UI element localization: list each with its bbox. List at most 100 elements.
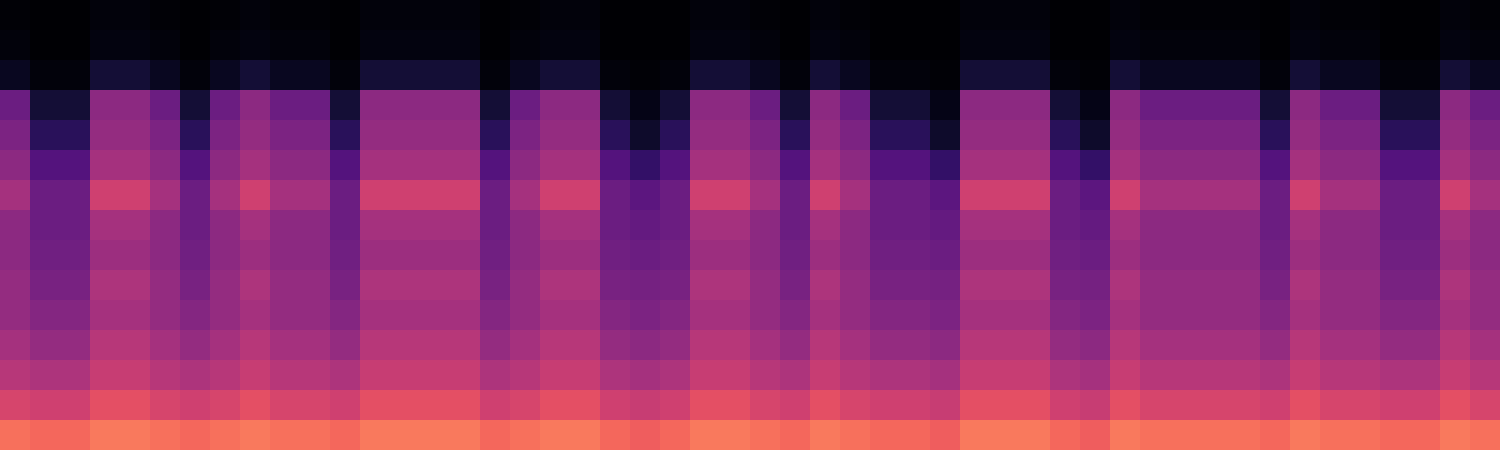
heatmap-cell (180, 420, 211, 450)
heatmap-cell (150, 420, 181, 450)
heatmap-cell (360, 390, 391, 421)
heatmap-cell (1140, 270, 1171, 301)
heatmap-cell (660, 30, 691, 61)
heatmap-cell (570, 180, 601, 211)
heatmap-cell (810, 390, 841, 421)
heatmap-cell (1260, 420, 1291, 450)
heatmap-cell (900, 60, 931, 91)
heatmap-cell (420, 120, 451, 151)
heatmap-cell (1170, 420, 1201, 450)
heatmap-cell (630, 300, 661, 331)
heatmap-cell (1440, 360, 1471, 391)
heatmap-cell (0, 180, 31, 211)
heatmap-cell (750, 330, 781, 361)
heatmap-cell (1260, 150, 1291, 181)
heatmap-cell (570, 120, 601, 151)
heatmap-cell (630, 120, 661, 151)
heatmap-cell (540, 90, 571, 121)
heatmap-cell (990, 150, 1021, 181)
heatmap-cell (60, 390, 91, 421)
heatmap-cell (1050, 180, 1081, 211)
heatmap-cell (930, 390, 961, 421)
heatmap-cell (300, 300, 331, 331)
heatmap-cell (1110, 30, 1141, 61)
heatmap-cell (1380, 330, 1411, 361)
heatmap-cell (300, 150, 331, 181)
heatmap-cell (1020, 90, 1051, 121)
heatmap-cell (1380, 240, 1411, 271)
heatmap-cell (0, 240, 31, 271)
heatmap-cell (360, 240, 391, 271)
heatmap-cell (720, 90, 751, 121)
heatmap-cell (330, 390, 361, 421)
heatmap-cell (1230, 300, 1261, 331)
heatmap-cell (390, 420, 421, 450)
heatmap-cell (240, 120, 271, 151)
heatmap-cell (600, 300, 631, 331)
heatmap-cell (1230, 60, 1261, 91)
heatmap-cell (1320, 360, 1351, 391)
heatmap-cell (480, 90, 511, 121)
heatmap-cell (30, 60, 61, 91)
heatmap-cell (0, 270, 31, 301)
heatmap-cell (1020, 300, 1051, 331)
heatmap-cell (1470, 390, 1500, 421)
heatmap-cell (480, 420, 511, 450)
heatmap-cell (390, 240, 421, 271)
heatmap-cell (0, 0, 31, 31)
heatmap-cell (180, 210, 211, 241)
heatmap-cell (150, 180, 181, 211)
heatmap-cell (180, 240, 211, 271)
heatmap-cell (330, 330, 361, 361)
heatmap-cell (660, 0, 691, 31)
heatmap-cell (930, 120, 961, 151)
heatmap-cell (270, 300, 301, 331)
heatmap-cell (660, 330, 691, 361)
heatmap-cell (690, 60, 721, 91)
heatmap-cell (630, 180, 661, 211)
heatmap-cell (60, 120, 91, 151)
heatmap-cell (90, 210, 121, 241)
heatmap-cell (1080, 210, 1111, 241)
heatmap-cell (690, 420, 721, 450)
heatmap-cell (390, 60, 421, 91)
heatmap-cell (750, 270, 781, 301)
heatmap-cell (1080, 0, 1111, 31)
heatmap-cell (540, 210, 571, 241)
heatmap-cell (540, 240, 571, 271)
heatmap-cell (540, 30, 571, 61)
heatmap-cell (870, 210, 901, 241)
heatmap-cell (1350, 30, 1381, 61)
heatmap-cell (480, 390, 511, 421)
heatmap-cell (930, 180, 961, 211)
heatmap-cell (780, 390, 811, 421)
heatmap-cell (570, 150, 601, 181)
heatmap-cell (840, 420, 871, 450)
heatmap-cell (540, 300, 571, 331)
heatmap-cell (1320, 240, 1351, 271)
heatmap-cell (360, 60, 391, 91)
heatmap-cell (690, 150, 721, 181)
heatmap-cell (660, 300, 691, 331)
heatmap-cell (1140, 420, 1171, 450)
heatmap-cell (330, 180, 361, 211)
heatmap-cell (510, 90, 541, 121)
heatmap-cell (930, 300, 961, 331)
heatmap-cell (780, 240, 811, 271)
heatmap-cell (420, 60, 451, 91)
heatmap-cell (810, 90, 841, 121)
heatmap-cell (30, 300, 61, 331)
heatmap-cell (660, 270, 691, 301)
heatmap-cell (720, 120, 751, 151)
heatmap-cell (240, 270, 271, 301)
heatmap-cell (780, 60, 811, 91)
heatmap-cell (30, 120, 61, 151)
heatmap-cell (840, 300, 871, 331)
heatmap-cell (900, 420, 931, 450)
heatmap-cell (750, 120, 781, 151)
heatmap-cell (510, 150, 541, 181)
heatmap-cell (990, 360, 1021, 391)
heatmap-cell (90, 0, 121, 31)
heatmap-cell (930, 240, 961, 271)
heatmap-cell (690, 30, 721, 61)
